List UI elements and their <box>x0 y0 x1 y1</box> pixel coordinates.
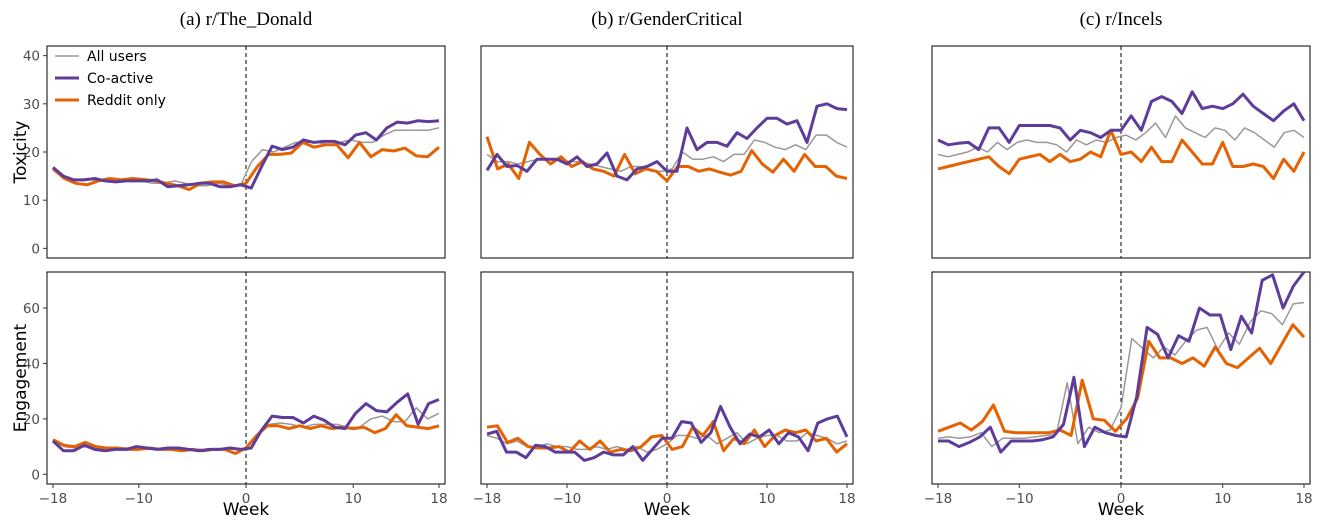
x-tick-label: −18 <box>473 491 502 507</box>
x-axis-label: Week <box>223 500 270 520</box>
y-tick-label: 60 <box>23 301 40 317</box>
x-axis-label: Week <box>1098 500 1145 520</box>
x-tick-label: 10 <box>758 491 775 507</box>
legend-label: All users <box>87 49 147 65</box>
x-tick-label: 0 <box>1117 491 1126 507</box>
x-tick-label: −10 <box>553 491 582 507</box>
x-tick-label: 0 <box>242 491 251 507</box>
legend-label: Reddit only <box>87 93 166 109</box>
y-axis-label: Toxicity <box>11 121 31 185</box>
x-tick-label: −10 <box>125 491 154 507</box>
legend-label: Co-active <box>87 71 153 87</box>
y-tick-label: 20 <box>23 145 40 161</box>
y-tick-label: 0 <box>31 467 40 483</box>
series-line-reddit-only <box>485 136 848 183</box>
panel-title: (c) r/Incels <box>1080 9 1163 30</box>
x-tick-label: 0 <box>663 491 672 507</box>
x-tick-label: −18 <box>39 491 68 507</box>
series-line-all-users <box>937 115 1305 158</box>
series-line-co-active <box>937 90 1306 152</box>
y-tick-label: 40 <box>23 49 40 65</box>
y-axis-label: Engagement <box>11 323 31 432</box>
series-line-co-active <box>938 271 1306 454</box>
x-tick-label: 18 <box>1295 491 1312 507</box>
series-line-all-users <box>937 301 1305 448</box>
series-line-reddit-only <box>52 140 440 192</box>
y-tick-label: 10 <box>23 193 40 209</box>
series-line-reddit-only <box>937 128 1306 180</box>
x-tick-label: −18 <box>924 491 953 507</box>
series-line-co-active <box>485 102 848 182</box>
x-tick-label: 18 <box>430 491 447 507</box>
series-line-co-active <box>486 404 849 462</box>
x-tick-label: −10 <box>1005 491 1034 507</box>
series-line-co-active <box>52 119 440 190</box>
y-tick-label: 40 <box>23 356 40 372</box>
y-tick-label: 20 <box>23 412 40 428</box>
panel-title: (b) r/GenderCritical <box>591 9 742 30</box>
series-line-reddit-only <box>937 323 1306 437</box>
y-tick-label: 30 <box>23 97 40 113</box>
y-tick-label: 0 <box>31 241 40 257</box>
panel-title: (a) r/The_Donald <box>180 9 313 30</box>
x-axis-label: Week <box>644 500 691 520</box>
series-line-co-active <box>51 392 440 453</box>
x-tick-label: 10 <box>1214 491 1231 507</box>
x-tick-label: 10 <box>345 491 362 507</box>
x-tick-label: 18 <box>838 491 855 507</box>
